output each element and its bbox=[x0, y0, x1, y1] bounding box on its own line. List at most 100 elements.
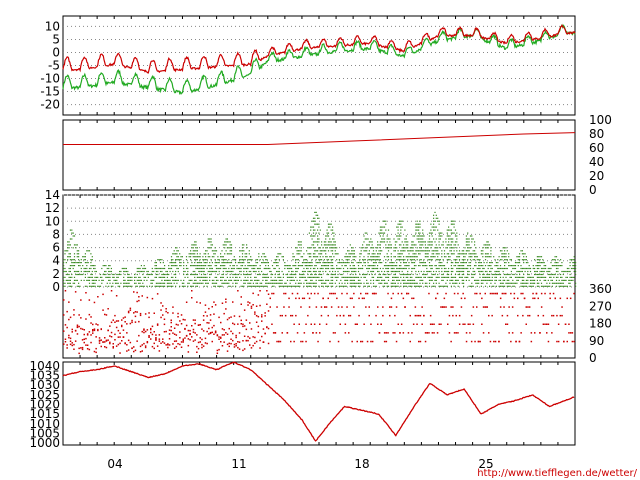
wind-dot bbox=[282, 256, 284, 258]
wind-dot bbox=[396, 259, 398, 261]
wind-dot bbox=[374, 256, 376, 258]
wind-dot bbox=[91, 285, 93, 287]
wind-dot bbox=[403, 282, 405, 284]
wind-dot bbox=[379, 262, 381, 264]
direction-dot bbox=[283, 306, 285, 308]
wind-dot bbox=[438, 241, 440, 243]
direction-dot bbox=[325, 323, 328, 325]
wind-dot bbox=[317, 214, 319, 216]
wind-dot bbox=[200, 282, 203, 284]
wind-dot bbox=[555, 256, 558, 258]
wind-dot bbox=[172, 262, 174, 264]
wind-dot bbox=[240, 262, 242, 264]
wind-dot bbox=[415, 229, 417, 231]
wind-dot bbox=[146, 273, 148, 276]
wind-dot bbox=[510, 282, 512, 284]
direction-dot bbox=[237, 341, 239, 343]
wind-dot bbox=[489, 244, 491, 246]
wind-dot bbox=[467, 265, 469, 267]
wind-dot bbox=[491, 262, 493, 264]
wind-dot bbox=[446, 244, 448, 246]
direction-dot bbox=[445, 306, 447, 308]
wind-dot bbox=[175, 253, 177, 255]
wind-dot bbox=[573, 262, 575, 264]
wind-dot bbox=[329, 256, 331, 258]
direction-dot bbox=[232, 339, 234, 342]
wind-dot bbox=[504, 250, 506, 252]
wind-dot bbox=[435, 247, 437, 249]
wind-dot bbox=[267, 267, 269, 270]
wind-dot bbox=[385, 229, 387, 231]
direction-dot bbox=[296, 292, 299, 295]
wind-dot bbox=[109, 273, 111, 276]
wind-dot bbox=[474, 270, 476, 273]
wind-dot bbox=[351, 262, 353, 264]
wind-dot bbox=[202, 282, 204, 284]
wind-dot bbox=[192, 285, 194, 287]
wind-dot bbox=[308, 270, 310, 273]
direction-dot bbox=[429, 323, 432, 325]
wind-dot bbox=[363, 282, 365, 284]
wind-dot bbox=[210, 247, 212, 249]
wind-dot bbox=[536, 259, 538, 261]
wind-dot bbox=[75, 247, 77, 249]
wind-dot bbox=[352, 276, 354, 278]
wind-dot bbox=[517, 270, 519, 273]
wind-dot bbox=[491, 279, 493, 281]
wind-dot bbox=[575, 267, 577, 270]
wind-dot bbox=[392, 265, 394, 267]
y-tick-label: 1000 bbox=[29, 436, 60, 450]
wind-dot bbox=[401, 247, 403, 249]
wind-dot bbox=[300, 256, 302, 258]
wind-dot bbox=[190, 259, 192, 261]
direction-dot bbox=[295, 297, 297, 300]
wind-dot bbox=[411, 267, 413, 270]
direction-dot bbox=[80, 327, 82, 330]
direction-dot bbox=[482, 306, 485, 308]
wind-dot bbox=[403, 262, 405, 264]
wind-dot bbox=[450, 253, 452, 255]
wind-dot bbox=[442, 279, 444, 281]
wind-dot bbox=[76, 273, 78, 276]
direction-dot bbox=[150, 328, 152, 331]
wind-dot bbox=[110, 267, 112, 270]
wind-dot bbox=[117, 285, 119, 287]
wind-dot bbox=[381, 262, 383, 264]
wind-dot bbox=[299, 241, 301, 243]
wind-dot bbox=[467, 244, 469, 246]
wind-dot bbox=[150, 273, 152, 276]
wind-dot bbox=[489, 276, 491, 278]
wind-dot bbox=[311, 259, 313, 261]
wind-dot bbox=[448, 241, 450, 243]
direction-dot bbox=[517, 297, 519, 300]
wind-dot bbox=[317, 250, 319, 252]
wind-dot bbox=[499, 285, 502, 287]
direction-dot bbox=[185, 334, 188, 337]
wind-dot bbox=[266, 279, 268, 281]
direction-dot bbox=[139, 314, 142, 317]
wind-dot bbox=[398, 238, 401, 240]
wind-dot bbox=[196, 282, 198, 284]
direction-dot bbox=[165, 344, 167, 346]
wind-dot bbox=[564, 279, 566, 281]
wind-dot bbox=[483, 262, 485, 264]
wind-dot bbox=[416, 223, 418, 225]
wind-dot bbox=[217, 279, 219, 281]
wind-dot bbox=[240, 270, 242, 273]
wind-dot bbox=[310, 273, 312, 276]
wind-dot bbox=[370, 247, 372, 249]
direction-dot bbox=[247, 301, 249, 303]
wind-dot bbox=[256, 267, 259, 270]
wind-dot bbox=[139, 276, 141, 278]
wind-dot bbox=[397, 238, 399, 240]
wind-dot bbox=[127, 276, 129, 278]
wind-dot bbox=[318, 262, 320, 264]
direction-dot bbox=[146, 329, 149, 331]
direction-dot bbox=[144, 330, 147, 333]
wind-dot bbox=[255, 270, 257, 273]
wind-dot bbox=[76, 262, 78, 264]
wind-dot bbox=[191, 262, 193, 264]
wind-dot bbox=[499, 250, 502, 252]
wind-dot bbox=[256, 282, 259, 284]
wind-dot bbox=[453, 285, 455, 287]
